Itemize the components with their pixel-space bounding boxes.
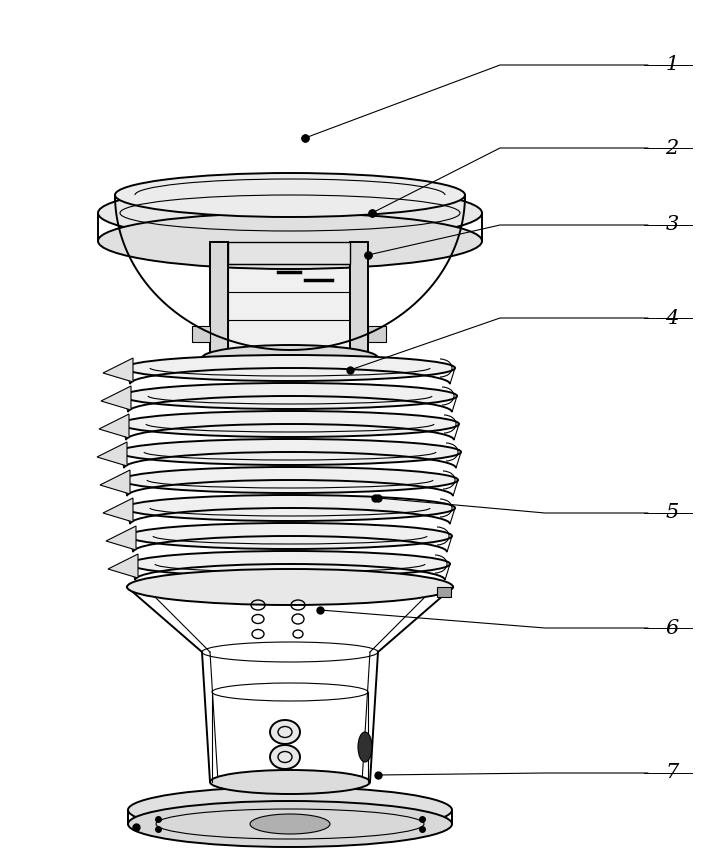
Text: 2: 2 — [665, 138, 678, 157]
Ellipse shape — [128, 787, 452, 833]
Bar — [228, 264, 350, 358]
Ellipse shape — [121, 411, 459, 437]
Polygon shape — [100, 470, 130, 494]
Polygon shape — [103, 358, 133, 382]
Ellipse shape — [250, 814, 330, 834]
Bar — [228, 242, 350, 264]
Ellipse shape — [358, 732, 372, 762]
Bar — [210, 242, 228, 358]
Text: 4: 4 — [665, 308, 678, 327]
Ellipse shape — [122, 467, 458, 493]
Ellipse shape — [127, 569, 453, 605]
Ellipse shape — [98, 213, 482, 269]
Ellipse shape — [123, 383, 457, 409]
Ellipse shape — [125, 355, 455, 381]
Bar — [437, 587, 451, 597]
Text: 1: 1 — [665, 55, 678, 74]
Ellipse shape — [125, 495, 455, 521]
Bar — [350, 242, 368, 358]
Ellipse shape — [202, 345, 378, 371]
Text: 5: 5 — [665, 504, 678, 523]
Text: 7: 7 — [665, 764, 678, 783]
Ellipse shape — [210, 770, 370, 794]
Polygon shape — [101, 386, 131, 410]
Ellipse shape — [270, 720, 300, 744]
Polygon shape — [99, 414, 129, 438]
Bar — [192, 326, 210, 342]
Polygon shape — [97, 442, 127, 466]
Polygon shape — [106, 526, 136, 550]
Ellipse shape — [119, 439, 461, 465]
Ellipse shape — [270, 745, 300, 769]
Text: 3: 3 — [665, 215, 678, 234]
Ellipse shape — [128, 523, 452, 549]
Ellipse shape — [98, 185, 482, 241]
Bar — [368, 326, 386, 342]
Ellipse shape — [115, 173, 465, 217]
Text: 6: 6 — [665, 619, 678, 638]
Ellipse shape — [130, 551, 450, 577]
Ellipse shape — [128, 801, 452, 847]
Polygon shape — [103, 498, 133, 522]
Polygon shape — [108, 554, 138, 578]
